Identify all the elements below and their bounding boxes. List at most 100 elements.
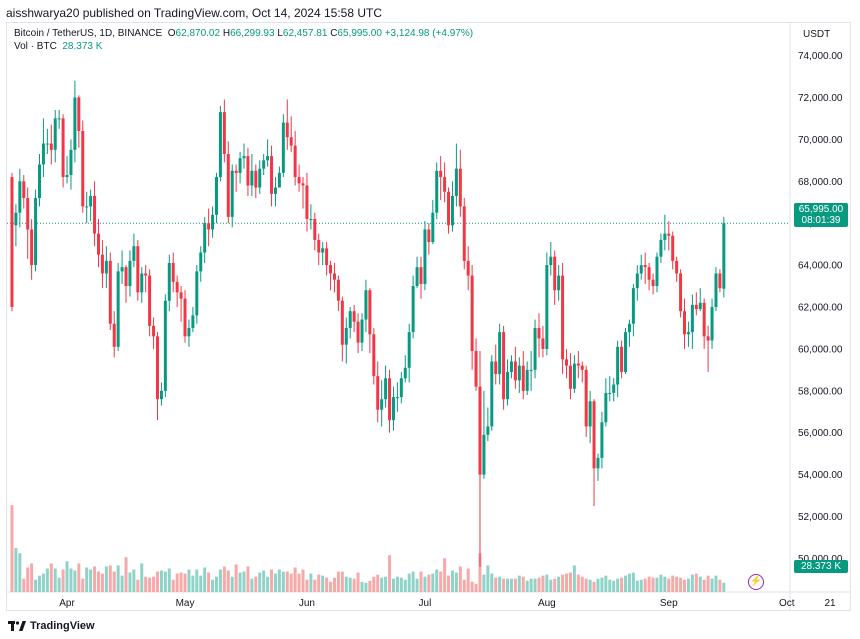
x-tick-label: Oct — [779, 598, 795, 609]
volume-bar — [443, 558, 447, 592]
candle-body — [541, 338, 545, 349]
volume-bar — [30, 563, 34, 592]
volume-bar — [722, 582, 726, 592]
candle-body — [313, 218, 317, 240]
volume-bar — [155, 571, 159, 592]
candle-body — [226, 154, 230, 217]
volume-value: 28.373 K — [62, 41, 103, 52]
candle-body — [57, 118, 61, 120]
low-value: 62,457.81 — [282, 28, 328, 39]
candle-body — [152, 325, 156, 337]
volume-bar — [631, 572, 635, 592]
volume-bar — [470, 581, 474, 592]
y-tick-label: 52,000.00 — [798, 512, 843, 523]
candle-body — [325, 248, 329, 266]
candle-body — [686, 332, 690, 335]
candle-body — [384, 378, 388, 400]
volume-bar — [415, 578, 419, 592]
candle-body — [199, 252, 203, 272]
candle-body — [427, 229, 431, 243]
volume-bar — [612, 580, 616, 592]
candle-body — [144, 273, 148, 276]
x-tick-label: Jul — [419, 598, 432, 609]
volume-bar — [620, 577, 624, 592]
tradingview-mark-icon — [8, 621, 26, 631]
candle-body — [85, 206, 89, 208]
volume-bar — [85, 567, 89, 592]
candle-body — [380, 399, 384, 410]
chart-frame[interactable] — [6, 22, 851, 611]
candle-body — [612, 384, 616, 393]
candle-body — [388, 378, 392, 421]
candle-body — [466, 260, 470, 276]
candle-body — [89, 195, 93, 207]
volume-bar — [368, 580, 372, 592]
volume-bar — [545, 574, 549, 592]
candle-body — [238, 158, 242, 173]
volume-bar — [313, 579, 317, 592]
y-tick-label: 58,000.00 — [798, 386, 843, 397]
candle-body — [348, 311, 352, 328]
candle-body — [608, 392, 612, 394]
candle-body — [214, 177, 218, 215]
candle-body — [576, 363, 580, 366]
candle-body — [372, 334, 376, 377]
candle-body — [234, 170, 238, 173]
volume-bar — [100, 573, 104, 592]
volume-bar — [568, 572, 572, 592]
volume-bar — [65, 561, 69, 592]
volume-bar — [226, 570, 230, 592]
volume-bar — [490, 573, 494, 592]
candle-body — [690, 304, 694, 333]
volume-bar — [344, 576, 348, 592]
candle-body — [38, 164, 41, 199]
x-tick-label: May — [176, 598, 195, 609]
volume-bar — [604, 575, 608, 592]
candle-body — [498, 332, 502, 375]
y-tick-label: 70,000.00 — [798, 135, 843, 146]
candle-body — [419, 267, 423, 284]
candle-body — [100, 254, 104, 274]
volume-bar — [309, 573, 313, 592]
volume-bar — [136, 579, 140, 592]
y-tick-label: 62,000.00 — [798, 303, 843, 314]
candle-body — [155, 336, 159, 400]
volume-bar — [356, 572, 360, 592]
volume-bar — [549, 579, 553, 592]
volume-bar — [502, 578, 506, 592]
volume-bar — [104, 566, 108, 592]
lightning-icon[interactable]: ⚡ — [748, 574, 764, 590]
open-label: O — [167, 28, 176, 39]
candle-body — [104, 260, 108, 274]
volume-bar — [132, 569, 136, 592]
candle-body — [187, 327, 191, 337]
candle-body — [356, 321, 360, 343]
candle-body — [364, 290, 368, 320]
symbol-label[interactable]: Bitcoin / TetherUS, 1D, BINANCE — [14, 28, 163, 39]
candle-body — [663, 233, 667, 240]
volume-bar — [513, 578, 517, 592]
volume-bar — [360, 581, 364, 592]
volume-bar — [41, 573, 45, 592]
volume-bar — [108, 565, 112, 592]
volume-bar — [450, 570, 454, 592]
candle-body — [148, 275, 152, 326]
volume-bar — [250, 578, 254, 592]
candle-body — [517, 365, 521, 381]
candle-body — [14, 212, 18, 226]
candle-body — [474, 351, 478, 387]
candle-body — [242, 156, 246, 159]
candle-body — [329, 265, 333, 274]
volume-bar — [281, 571, 285, 592]
volume-bar — [144, 576, 148, 592]
candle-body — [494, 361, 498, 375]
candle-body — [431, 212, 435, 243]
candle-body — [506, 371, 510, 400]
volume-bar — [277, 569, 281, 592]
candle-body — [443, 177, 447, 192]
tradingview-logo[interactable]: TradingView — [8, 620, 95, 632]
volume-label[interactable]: Vol · BTC — [14, 41, 57, 52]
currency-label[interactable]: USDT — [803, 29, 831, 40]
volume-bar — [211, 579, 215, 592]
